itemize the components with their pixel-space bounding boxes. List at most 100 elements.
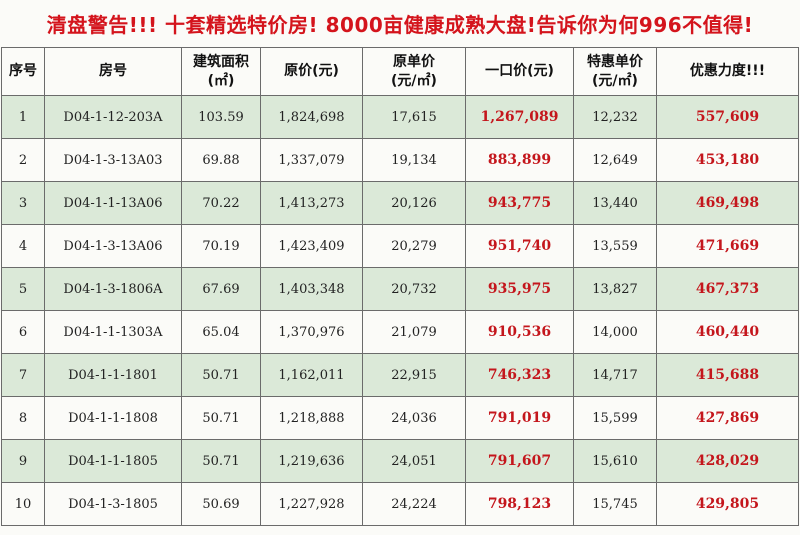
cell-special-unit: 13,440 (573, 181, 657, 225)
cell-index: 2 (1, 138, 45, 182)
cell-room: D04-1-12-203A (44, 95, 182, 139)
header-index: 序号 (1, 47, 45, 96)
cell-fixed-price: 791,019 (465, 396, 574, 440)
cell-room: D04-1-3-13A03 (44, 138, 182, 182)
table-row: 9 D04-1-1-1805 50.71 1,219,636 24,051 791,607… (1, 439, 799, 483)
cell-orig-unit: 24,224 (362, 482, 466, 526)
cell-area: 69.88 (181, 138, 261, 182)
cell-discount: 557,609 (656, 95, 799, 139)
header-special-unit: 特惠单价 (元/㎡) (573, 47, 657, 96)
header-special-unit-line1: 特惠单价 (587, 54, 643, 71)
cell-fixed-price: 798,123 (465, 482, 574, 526)
header-special-unit-line2: (元/㎡) (592, 72, 638, 89)
cell-discount: 429,805 (656, 482, 799, 526)
header-room: 房号 (44, 47, 182, 96)
cell-area: 50.71 (181, 439, 261, 483)
cell-area: 65.04 (181, 310, 261, 354)
cell-area: 50.71 (181, 353, 261, 397)
table-row: 3 D04-1-1-13A06 70.22 1,413,273 20,126 943,77… (1, 181, 799, 225)
cell-special-unit: 15,610 (573, 439, 657, 483)
cell-index: 7 (1, 353, 45, 397)
header-orig-unit-line2: (元/㎡) (391, 72, 437, 89)
header-area-line2: (㎡) (207, 72, 235, 89)
cell-index: 3 (1, 181, 45, 225)
cell-area: 103.59 (181, 95, 261, 139)
cell-fixed-price: 910,536 (465, 310, 574, 354)
header-area-line1: 建筑面积 (193, 54, 249, 71)
table-row: 2 D04-1-3-13A03 69.88 1,337,079 19,134 883,89… (1, 138, 799, 182)
header-orig-price: 原价(元) (260, 47, 363, 96)
cell-orig-price: 1,824,698 (260, 95, 363, 139)
cell-orig-unit: 24,051 (362, 439, 466, 483)
cell-fixed-price: 1,267,089 (465, 95, 574, 139)
cell-discount: 415,688 (656, 353, 799, 397)
cell-room: D04-1-3-1805 (44, 482, 182, 526)
cell-orig-unit: 20,279 (362, 224, 466, 268)
cell-orig-price: 1,413,273 (260, 181, 363, 225)
cell-discount: 460,440 (656, 310, 799, 354)
table-row: 1 D04-1-12-203A 103.59 1,824,698 17,615 1,267… (1, 95, 799, 139)
cell-orig-price: 1,227,928 (260, 482, 363, 526)
cell-special-unit: 15,599 (573, 396, 657, 440)
cell-orig-price: 1,219,636 (260, 439, 363, 483)
cell-area: 70.19 (181, 224, 261, 268)
table-row: 10 D04-1-3-1805 50.69 1,227,928 24,224 798,12… (1, 482, 799, 526)
cell-index: 10 (1, 482, 45, 526)
cell-special-unit: 12,232 (573, 95, 657, 139)
cell-index: 9 (1, 439, 45, 483)
cell-index: 1 (1, 95, 45, 139)
cell-room: D04-1-1-13A06 (44, 181, 182, 225)
cell-room: D04-1-1-1808 (44, 396, 182, 440)
cell-fixed-price: 951,740 (465, 224, 574, 268)
cell-orig-price: 1,403,348 (260, 267, 363, 311)
cell-orig-unit: 24,036 (362, 396, 466, 440)
cell-index: 5 (1, 267, 45, 311)
cell-orig-price: 1,370,976 (260, 310, 363, 354)
cell-fixed-price: 883,899 (465, 138, 574, 182)
table-row: 8 D04-1-1-1808 50.71 1,218,888 24,036 791,019… (1, 396, 799, 440)
cell-index: 8 (1, 396, 45, 440)
cell-orig-price: 1,423,409 (260, 224, 363, 268)
cell-special-unit: 15,745 (573, 482, 657, 526)
cell-index: 4 (1, 224, 45, 268)
cell-orig-price: 1,218,888 (260, 396, 363, 440)
header-orig-unit: 原单价 (元/㎡) (362, 47, 466, 96)
cell-discount: 471,669 (656, 224, 799, 268)
header-area: 建筑面积 (㎡) (181, 47, 261, 96)
cell-room: D04-1-1-1805 (44, 439, 182, 483)
cell-discount: 427,869 (656, 396, 799, 440)
table-row: 6 D04-1-1-1303A 65.04 1,370,976 21,079 910,53… (1, 310, 799, 354)
table-row: 7 D04-1-1-1801 50.71 1,162,011 22,915 746,323… (1, 353, 799, 397)
cell-special-unit: 14,000 (573, 310, 657, 354)
cell-orig-unit: 20,126 (362, 181, 466, 225)
cell-orig-unit: 22,915 (362, 353, 466, 397)
cell-fixed-price: 746,323 (465, 353, 574, 397)
cell-room: D04-1-1-1303A (44, 310, 182, 354)
cell-area: 50.69 (181, 482, 261, 526)
table-row: 4 D04-1-3-13A06 70.19 1,423,409 20,279 951,74… (1, 224, 799, 268)
cell-special-unit: 13,559 (573, 224, 657, 268)
cell-index: 6 (1, 310, 45, 354)
cell-special-unit: 14,717 (573, 353, 657, 397)
cell-orig-unit: 17,615 (362, 95, 466, 139)
cell-discount: 428,029 (656, 439, 799, 483)
table-body: 1 D04-1-12-203A 103.59 1,824,698 17,615 1,267… (1, 95, 799, 526)
cell-room: D04-1-3-1806A (44, 267, 182, 311)
cell-fixed-price: 943,775 (465, 181, 574, 225)
cell-area: 50.71 (181, 396, 261, 440)
cell-area: 67.69 (181, 267, 261, 311)
cell-room: D04-1-1-1801 (44, 353, 182, 397)
header-orig-unit-line1: 原单价 (393, 54, 435, 71)
page-title: 清盘警告!!! 十套精选特价房! 8000亩健康成熟大盘!告诉你为何996不值得… (46, 12, 754, 37)
cell-discount: 467,373 (656, 267, 799, 311)
cell-room: D04-1-3-13A06 (44, 224, 182, 268)
cell-area: 70.22 (181, 181, 261, 225)
cell-special-unit: 12,649 (573, 138, 657, 182)
cell-fixed-price: 935,975 (465, 267, 574, 311)
cell-orig-unit: 19,134 (362, 138, 466, 182)
cell-special-unit: 13,827 (573, 267, 657, 311)
cell-discount: 453,180 (656, 138, 799, 182)
cell-orig-price: 1,162,011 (260, 353, 363, 397)
cell-orig-unit: 21,079 (362, 310, 466, 354)
